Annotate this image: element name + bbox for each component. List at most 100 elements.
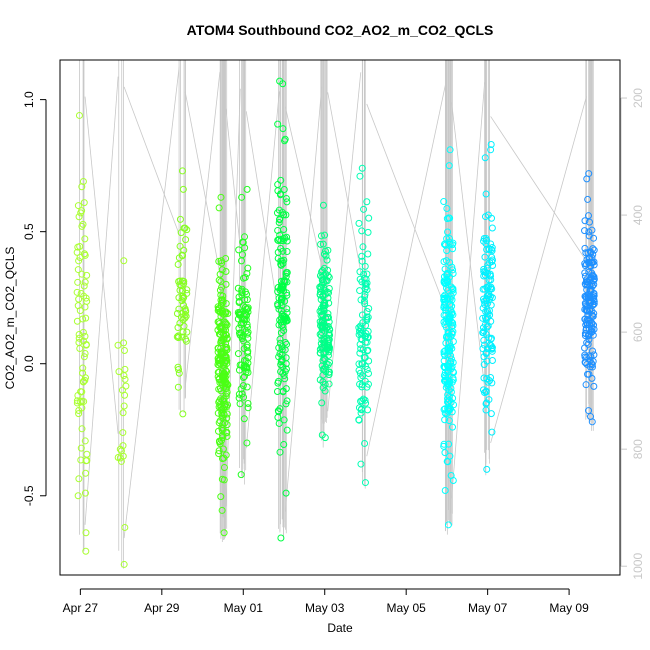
data-point [81,376,89,384]
data-point [581,353,589,361]
data-point [487,141,495,149]
data-point [273,388,281,396]
data-point [482,308,490,316]
data-point [361,262,369,270]
data-point [319,240,327,248]
data-point [446,378,454,386]
data-point [214,306,222,314]
data-point [215,447,223,455]
data-point [243,330,251,338]
data-point [590,234,598,242]
data-point [220,464,228,472]
data-point [238,289,246,297]
data-point [81,489,89,497]
data-point [440,350,448,358]
data-point [488,253,496,261]
data-point [239,374,247,382]
data-point [449,266,457,274]
data-point [282,489,290,497]
data-point [444,228,452,236]
data-point [446,146,454,154]
data-point [441,376,449,384]
data-point [442,317,450,325]
data-point [359,372,367,380]
y-tick-label: 0.0 [22,355,36,372]
data-point [590,382,598,390]
data-point [355,219,363,227]
data-point [446,214,454,222]
data-point [358,252,366,260]
data-point [356,340,364,348]
data-point [220,362,228,370]
data-point [587,262,595,270]
data-point [358,257,366,265]
data-point [115,368,123,376]
data-point [74,278,82,286]
data-point [320,354,328,362]
data-point [122,382,130,390]
data-point [214,303,222,311]
plot-frame [59,59,621,576]
data-point [222,326,230,334]
data-point [240,415,248,423]
data-point [283,426,291,434]
x-tick-label: Apr 29 [144,601,180,615]
data-point [484,310,492,318]
data-point [243,296,251,304]
data-point [316,376,324,384]
data-point [218,506,226,514]
data-point [481,341,489,349]
data-point [237,471,245,479]
data-point [235,324,243,332]
data-point [274,120,282,128]
data-point [325,358,333,366]
data-point [79,378,87,386]
data-point [173,309,181,317]
data-point [244,264,252,272]
data-point [224,401,232,409]
data-point [586,262,594,270]
data-point [586,218,594,226]
data-point [323,256,331,264]
data-point [361,377,369,385]
transit-line [284,86,323,512]
data-point [363,365,371,373]
data-point [282,354,290,362]
data-point [358,164,366,172]
data-point [449,245,457,253]
data-point [121,523,129,531]
data-point [277,245,285,253]
data-point [120,347,128,355]
data-point [223,428,231,436]
data-point [318,399,326,407]
data-point [445,386,453,394]
data-point [218,266,226,274]
transit-line [327,72,362,412]
data-point [358,397,366,405]
data-point [76,398,84,406]
data-point [217,339,225,347]
data-point [488,379,496,387]
data-point [586,306,594,314]
data-point [176,286,184,294]
transit-line [366,103,446,310]
data-point [279,259,287,267]
y-tick-label: -0.5 [22,485,36,506]
data-point [584,315,592,323]
data-point [584,340,592,348]
data-point [442,306,450,314]
profile-lines [79,60,594,569]
data-point [483,245,491,253]
data-point [448,296,456,304]
data-point [356,327,364,335]
data-point [241,303,249,311]
data-point [440,277,448,285]
transit-line [490,96,587,444]
data-point [222,300,230,308]
data-point [325,314,333,322]
x-axis-label: Date [327,621,353,635]
data-point [235,246,243,254]
data-point [244,354,252,362]
data-point [282,314,290,322]
data-point [119,429,127,437]
